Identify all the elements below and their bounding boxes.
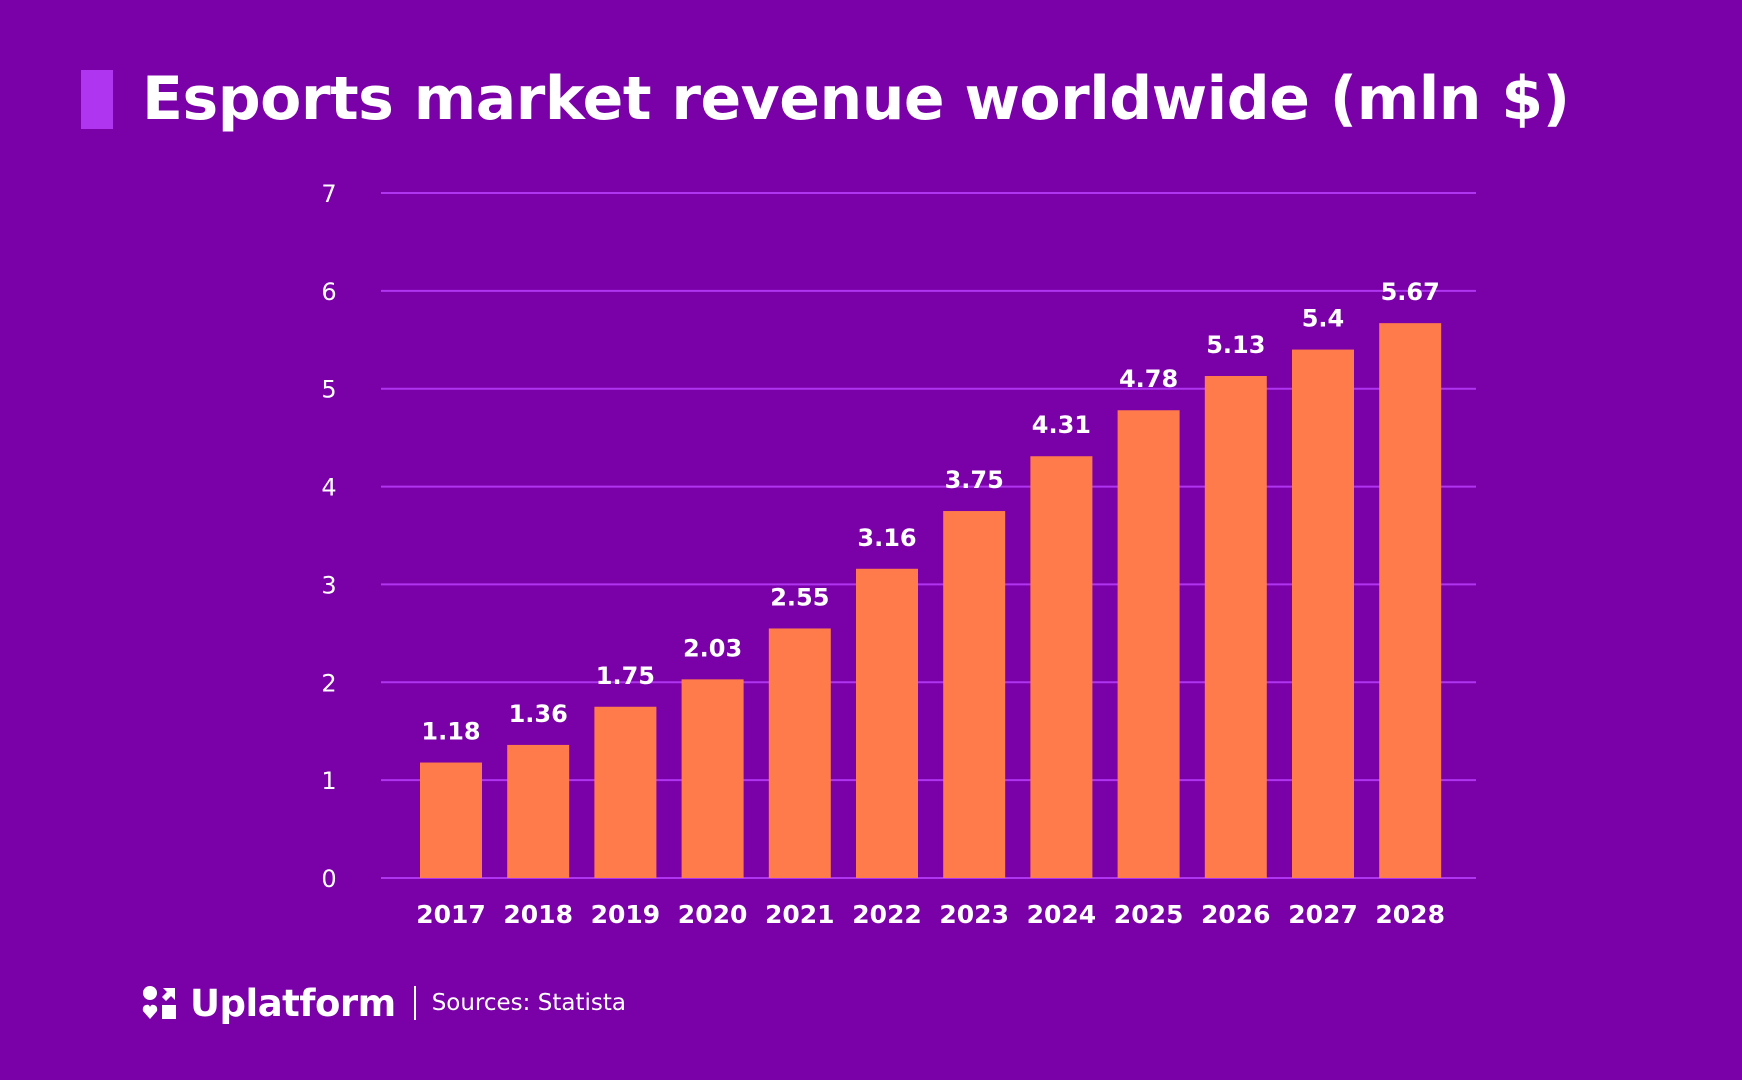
y-axis-ticks: 0 1 2 3 4 5 6 7 [321, 180, 336, 893]
x-tick-label: 2018 [503, 900, 573, 929]
bars [420, 323, 1442, 879]
bar-2022 [856, 568, 918, 878]
bar-2020 [681, 679, 744, 878]
bar-2023 [943, 511, 1006, 878]
value-label: 5.67 [1381, 278, 1440, 306]
value-label: 2.55 [770, 583, 829, 611]
value-labels: 1.18 1.36 1.75 2.03 2.55 3.16 3.75 4.31 4.78 5.13… [421, 278, 1439, 745]
y-tick-label: 3 [321, 571, 336, 599]
value-label: 5.13 [1206, 331, 1265, 359]
source-text: Sources: Statista [431, 990, 626, 1016]
y-tick-label: 6 [321, 278, 336, 306]
value-label: 4.31 [1032, 411, 1091, 439]
y-tick-label: 1 [321, 767, 336, 795]
value-label: 3.75 [945, 466, 1004, 494]
x-tick-label: 2027 [1288, 900, 1358, 929]
bar-2024 [1030, 456, 1093, 878]
chart-title: Esports market revenue worldwide (mln $) [142, 64, 1570, 134]
value-label: 3.16 [857, 524, 916, 552]
bar-2018 [507, 744, 570, 878]
x-tick-label: 2022 [852, 900, 922, 929]
y-tick-label: 2 [321, 669, 336, 697]
value-label: 1.75 [596, 662, 655, 690]
value-label: 5.4 [1302, 305, 1345, 333]
y-tick-label: 4 [321, 474, 336, 502]
bar-2028 [1379, 323, 1442, 878]
value-label: 1.18 [421, 718, 480, 746]
footer: Uplatform Sources: Statista [142, 980, 626, 1026]
value-label: 2.03 [683, 634, 742, 662]
uplatform-logo-icon [142, 986, 176, 1019]
x-tick-label: 2025 [1114, 900, 1184, 929]
x-tick-label: 2021 [765, 900, 835, 929]
x-tick-label: 2026 [1201, 900, 1271, 929]
x-tick-label: 2024 [1027, 900, 1097, 929]
bar-2017 [420, 762, 482, 878]
title-accent-bar [81, 70, 113, 129]
y-tick-label: 7 [321, 180, 336, 208]
bar-2026 [1204, 375, 1267, 878]
bar-2019 [594, 706, 657, 878]
brand-name: Uplatform [190, 981, 396, 1025]
x-tick-label: 2019 [591, 900, 661, 929]
y-tick-label: 5 [321, 376, 336, 404]
y-tick-label: 0 [321, 865, 336, 893]
value-label: 1.36 [509, 700, 568, 728]
bar-2027 [1292, 349, 1354, 879]
x-tick-label: 2023 [939, 900, 1009, 929]
x-tick-label: 2017 [416, 900, 486, 929]
footer-divider [413, 986, 416, 1020]
x-axis-ticks: 2017 2018 2019 2020 2021 2022 2023 2024 2025 2026… [416, 900, 1445, 929]
bar-2021 [768, 628, 831, 878]
value-label: 4.78 [1119, 365, 1178, 393]
bar-2025 [1117, 410, 1180, 878]
x-tick-label: 2020 [678, 900, 748, 929]
x-tick-label: 2028 [1375, 900, 1445, 929]
